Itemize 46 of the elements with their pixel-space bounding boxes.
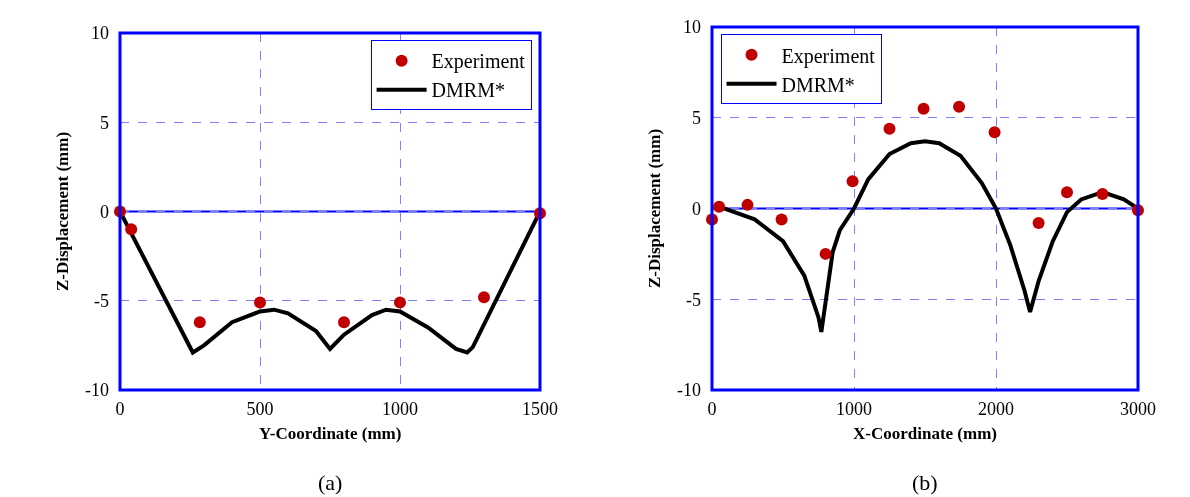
x-tick-label: 3000 — [1120, 399, 1156, 419]
y-tick-label: 5 — [100, 112, 109, 133]
point — [1061, 186, 1073, 199]
y-tick-label: -5 — [686, 289, 701, 310]
point — [988, 126, 1001, 139]
point — [254, 296, 266, 309]
y-tick-label: -10 — [85, 380, 109, 401]
y-tick-label: 10 — [683, 17, 701, 38]
point — [478, 291, 490, 304]
x-tick-label: 1000 — [382, 399, 418, 419]
point — [883, 122, 896, 135]
y-axis-title: Z-Displacement (mm) — [52, 131, 72, 292]
point — [846, 175, 859, 188]
y-tick-label: -10 — [677, 380, 701, 401]
point — [775, 213, 788, 226]
point — [917, 102, 930, 115]
y-axis-title: Z-Displacement (mm) — [644, 128, 664, 289]
point — [741, 198, 754, 211]
point — [713, 200, 726, 213]
x-tick-label: 500 — [246, 399, 274, 419]
point — [819, 247, 832, 260]
y-tick-label: -5 — [94, 291, 109, 312]
x-tick-label: 1500 — [522, 399, 558, 419]
point — [193, 316, 206, 329]
y-tick-label: 0 — [100, 201, 109, 222]
y-tick-label: 10 — [91, 23, 109, 44]
legend-label: Experiment — [431, 50, 526, 74]
x-tick-label: 1000 — [836, 399, 872, 419]
text: (b) — [912, 470, 938, 495]
y-tick-label: 5 — [692, 108, 701, 129]
x-tick-label: 0 — [115, 399, 125, 419]
x-tick-label: 0 — [707, 399, 717, 419]
point — [338, 316, 350, 329]
text: (a) — [318, 470, 343, 495]
point — [394, 296, 406, 309]
x-tick-label: 2000 — [978, 399, 1014, 419]
legend-label: DMRM* — [431, 79, 505, 102]
legend-label: Experiment — [781, 44, 876, 68]
legend-label: DMRM* — [781, 73, 855, 96]
point — [1032, 217, 1045, 230]
y-tick-label: 0 — [692, 198, 701, 219]
point — [953, 100, 966, 113]
point — [1096, 187, 1109, 200]
x-axis-title: Y-Coordinate (mm) — [259, 424, 402, 443]
x-axis-title: X-Coordinate (mm) — [853, 424, 997, 443]
point — [125, 223, 138, 236]
